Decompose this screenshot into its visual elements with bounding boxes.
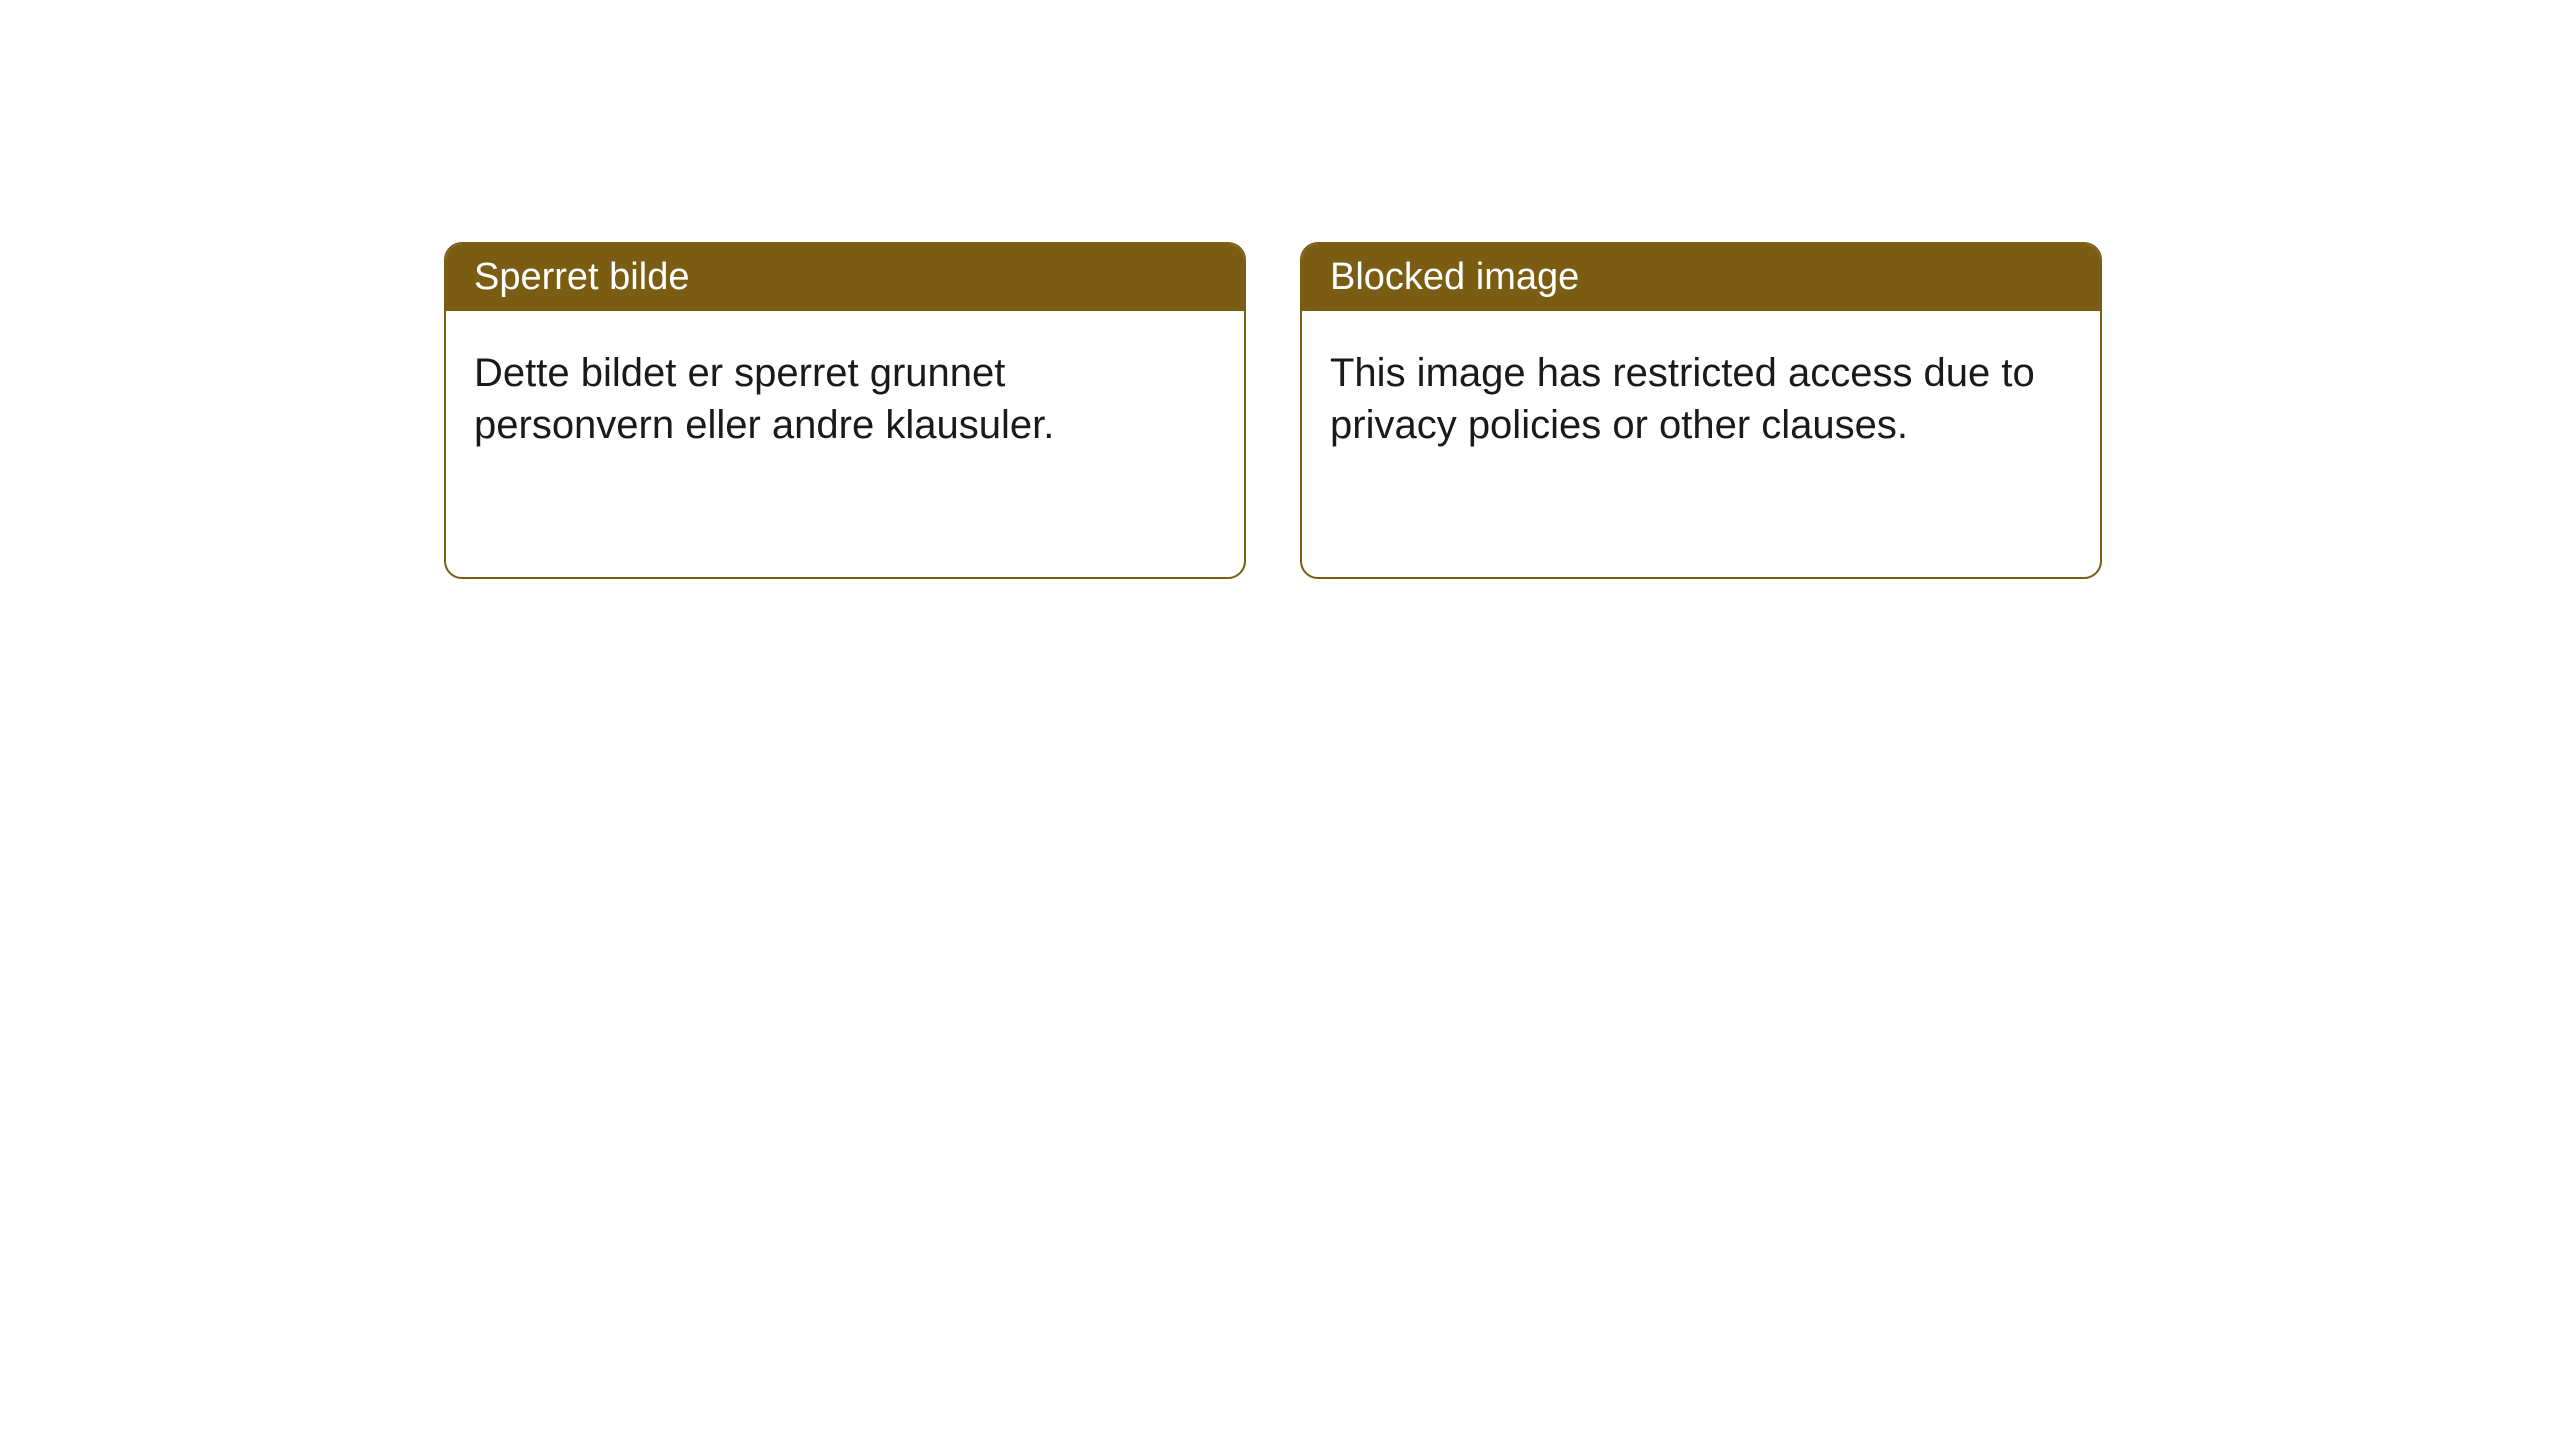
card-header: Sperret bilde — [446, 244, 1244, 311]
card-title: Sperret bilde — [474, 256, 689, 298]
card-title: Blocked image — [1330, 256, 1579, 298]
card-body: Dette bildet er sperret grunnet personve… — [446, 311, 1244, 487]
card-header: Blocked image — [1302, 244, 2100, 311]
card-message: This image has restricted access due to … — [1330, 351, 2035, 447]
blocked-image-card-no: Sperret bilde Dette bildet er sperret gr… — [444, 242, 1246, 579]
card-container: Sperret bilde Dette bildet er sperret gr… — [0, 0, 2560, 579]
blocked-image-card-en: Blocked image This image has restricted … — [1300, 242, 2102, 579]
card-message: Dette bildet er sperret grunnet personve… — [474, 351, 1054, 447]
card-body: This image has restricted access due to … — [1302, 311, 2100, 487]
